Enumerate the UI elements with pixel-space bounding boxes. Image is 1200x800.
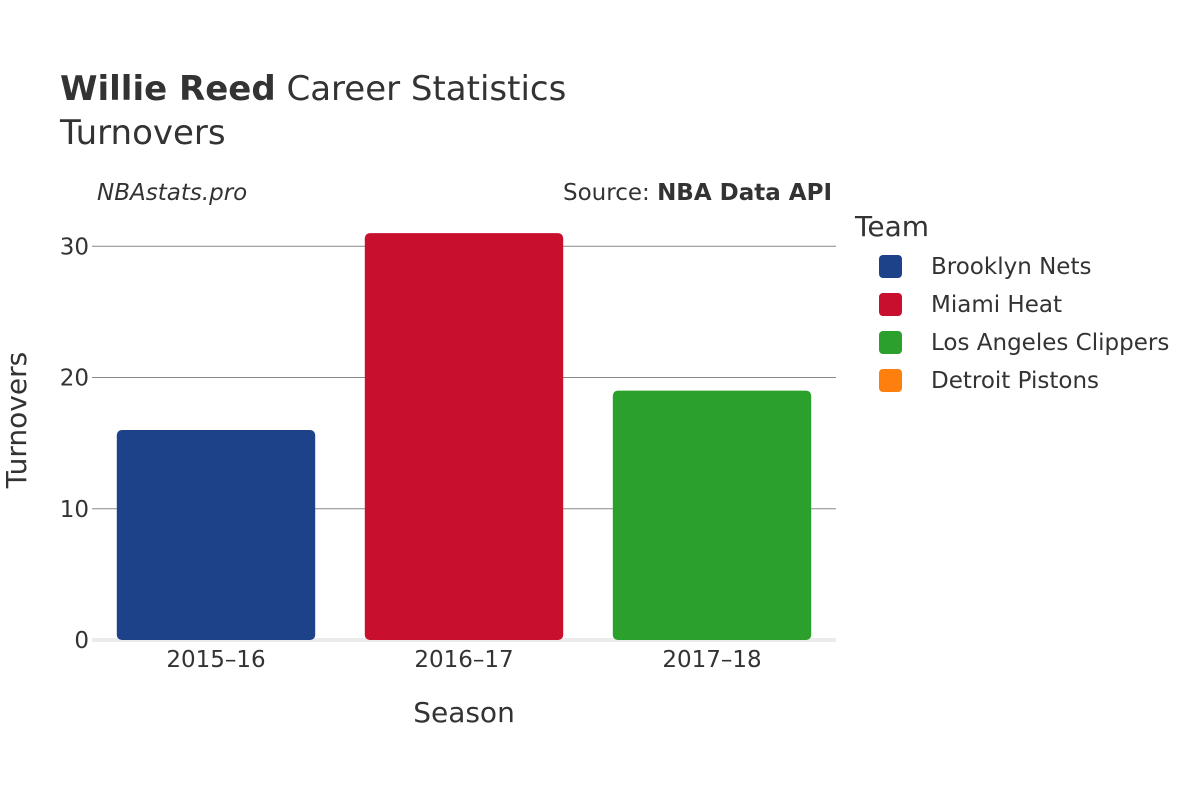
x-axis-title: Season	[413, 696, 515, 729]
chart-title: Willie Reed Career Statistics	[60, 69, 566, 109]
source-credit: Source: NBA Data API	[563, 180, 832, 206]
legend-item[interactable]: Detroit Pistons	[879, 368, 1099, 394]
source-name: NBA Data API	[657, 180, 832, 206]
chart-title-player: Willie Reed	[60, 69, 276, 109]
y-tick-label: 0	[74, 628, 89, 654]
y-axis-title: Turnovers	[0, 352, 33, 489]
legend-swatch	[879, 255, 902, 278]
x-tick-labels: 2015–16 2016–17 2017–18	[166, 647, 761, 673]
legend-label: Los Angeles Clippers	[931, 330, 1169, 356]
y-tick-label: 30	[60, 234, 89, 260]
legend-label: Brooklyn Nets	[931, 254, 1091, 280]
bar	[364, 233, 564, 640]
legend-item[interactable]: Brooklyn Nets	[879, 254, 1091, 280]
x-tick-label: 2016–17	[414, 647, 513, 673]
legend-swatch	[879, 293, 902, 316]
bars	[116, 233, 812, 640]
source-prefix: Source:	[563, 180, 657, 206]
legend-label: Miami Heat	[931, 292, 1062, 318]
legend-swatch	[879, 369, 902, 392]
legend: Brooklyn Nets Miami Heat Los Angeles Clipp…	[879, 254, 1169, 394]
site-credit: NBAstats.pro	[97, 180, 247, 206]
legend-item[interactable]: Miami Heat	[879, 292, 1062, 318]
chart-title-rest: Career Statistics	[276, 69, 567, 109]
y-tick-label: 10	[60, 497, 89, 523]
legend-label: Detroit Pistons	[931, 368, 1099, 394]
x-tick-label: 2017–18	[662, 647, 761, 673]
x-tick-label: 2015–16	[166, 647, 265, 673]
legend-item[interactable]: Los Angeles Clippers	[879, 330, 1169, 356]
y-tick-labels: 0 10 20 30	[60, 234, 89, 654]
bar	[612, 390, 812, 640]
chart-subtitle: Turnovers	[59, 113, 226, 153]
legend-title: Team	[854, 210, 929, 243]
bar	[116, 430, 316, 640]
y-tick-label: 20	[60, 366, 89, 392]
legend-swatch	[879, 331, 902, 354]
